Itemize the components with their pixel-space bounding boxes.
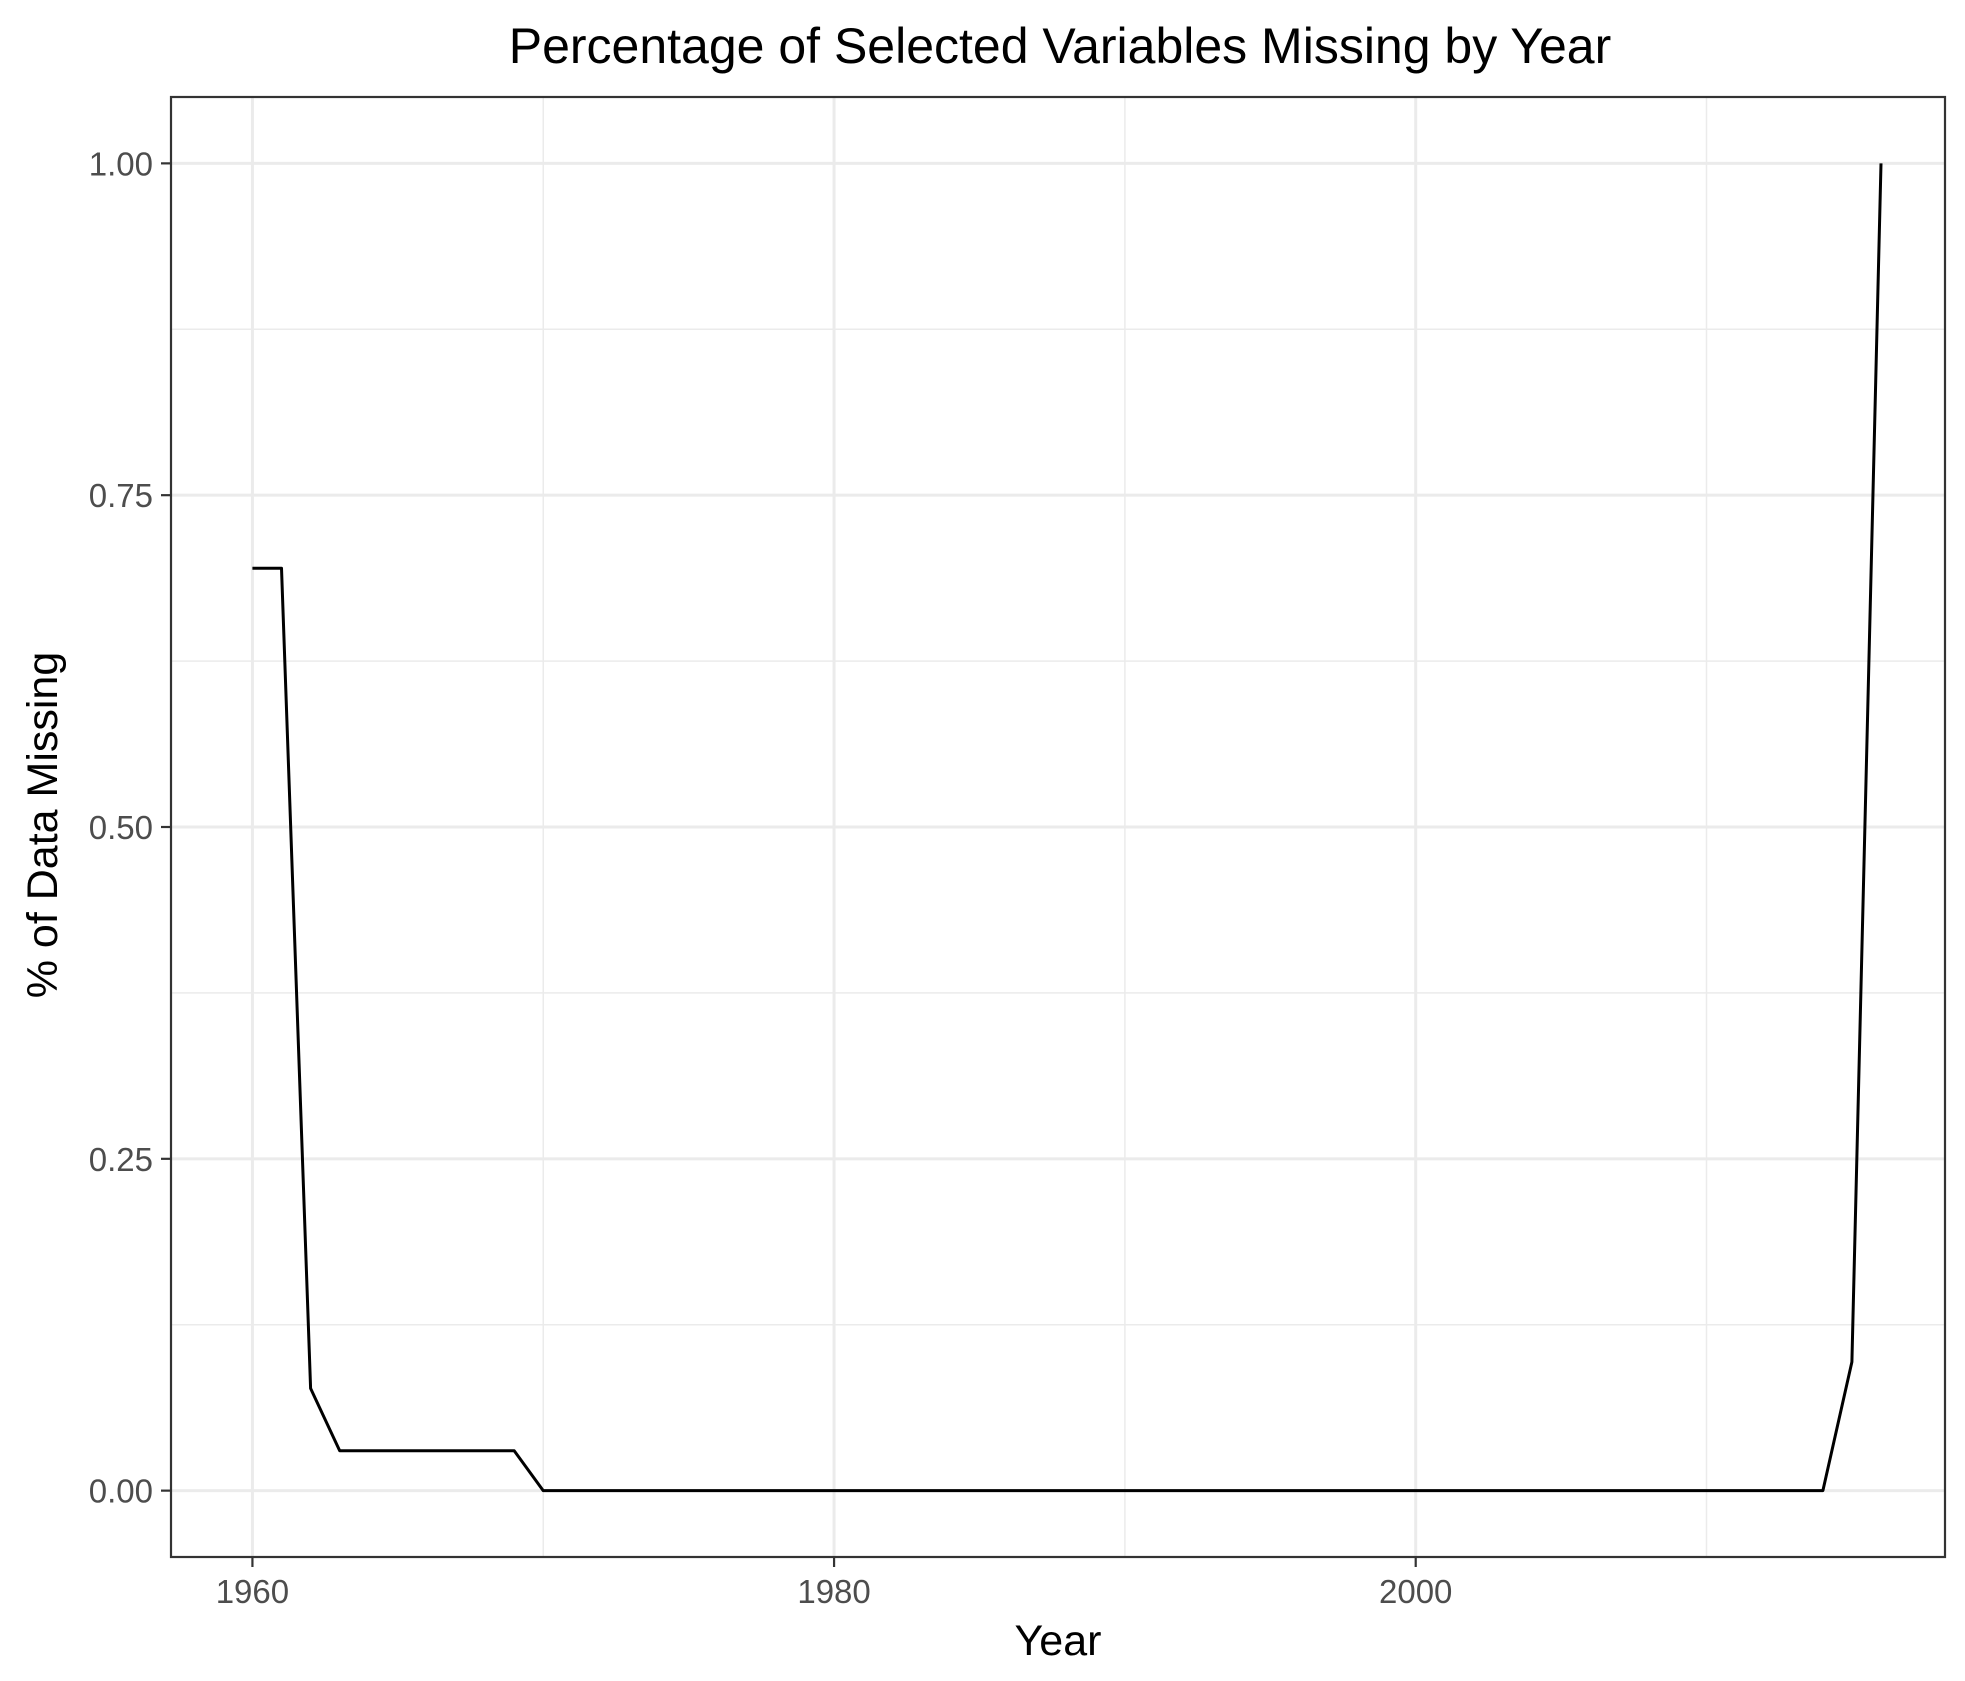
- x-axis-ticks: 1960 1980 2000: [216, 1557, 1452, 1610]
- y-tick-label: 0.00: [89, 1473, 153, 1510]
- x-axis-title: Year: [1015, 1617, 1102, 1665]
- series-layer: [252, 163, 1883, 1493]
- x-tick-label: 1980: [797, 1573, 870, 1610]
- chart-title: Percentage of Selected Variables Missing…: [509, 18, 1612, 74]
- x-tick-label: 2000: [1379, 1573, 1452, 1610]
- missing-data-series-line: [252, 163, 1883, 1493]
- x-tick-label: 1960: [216, 1573, 289, 1610]
- major-gridlines: [171, 97, 1945, 1557]
- y-tick-label: 1.00: [89, 145, 153, 182]
- y-tick-label: 0.75: [89, 477, 153, 514]
- y-tick-label: 0.50: [89, 809, 153, 846]
- y-axis-ticks: 0.00 0.25 0.50 0.75 1.00: [89, 145, 171, 1510]
- y-tick-label: 0.25: [89, 1141, 153, 1178]
- y-axis-title: % of Data Missing: [19, 652, 67, 999]
